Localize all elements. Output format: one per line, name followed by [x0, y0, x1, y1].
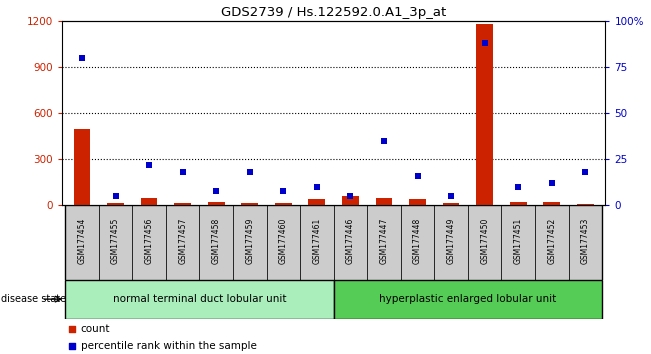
Bar	[309, 199, 326, 205]
Bar	[510, 202, 527, 205]
Bar	[577, 204, 594, 205]
Text: GSM177456: GSM177456	[145, 218, 154, 264]
Point	[144, 162, 154, 168]
Text: count: count	[81, 324, 111, 333]
Bar	[141, 198, 158, 205]
Text: GSM177447: GSM177447	[380, 218, 389, 264]
Bar	[208, 202, 225, 205]
Bar	[166, 205, 199, 280]
Bar	[107, 203, 124, 205]
Bar	[535, 205, 568, 280]
Bar	[199, 205, 233, 280]
Point	[77, 55, 87, 61]
Bar	[65, 280, 333, 319]
Bar	[174, 203, 191, 205]
Point	[412, 173, 422, 179]
Bar	[409, 199, 426, 205]
Point	[580, 169, 590, 175]
Text: GSM177448: GSM177448	[413, 218, 422, 264]
Text: disease state: disease state	[1, 294, 66, 304]
Bar	[376, 198, 393, 205]
Bar	[99, 205, 132, 280]
Bar	[477, 24, 493, 205]
Point	[547, 181, 557, 186]
Bar	[132, 205, 166, 280]
Point	[178, 169, 188, 175]
Bar	[367, 205, 401, 280]
Bar	[333, 205, 367, 280]
Point	[479, 40, 490, 46]
Bar	[65, 205, 99, 280]
Text: GSM177457: GSM177457	[178, 218, 187, 264]
Point	[312, 184, 322, 190]
Bar	[266, 205, 300, 280]
Text: percentile rank within the sample: percentile rank within the sample	[81, 341, 256, 351]
Text: hyperplastic enlarged lobular unit: hyperplastic enlarged lobular unit	[380, 294, 557, 304]
Title: GDS2739 / Hs.122592.0.A1_3p_at: GDS2739 / Hs.122592.0.A1_3p_at	[221, 6, 447, 19]
Bar	[242, 203, 258, 205]
Point	[513, 184, 523, 190]
Bar	[342, 196, 359, 205]
Bar	[468, 205, 501, 280]
Point	[245, 169, 255, 175]
Bar	[74, 129, 90, 205]
Bar	[434, 205, 468, 280]
Point	[379, 138, 389, 144]
Bar	[501, 205, 535, 280]
Point	[66, 326, 77, 331]
Text: GSM177451: GSM177451	[514, 218, 523, 264]
Text: GSM177460: GSM177460	[279, 218, 288, 264]
Text: GSM177455: GSM177455	[111, 218, 120, 264]
Point	[66, 343, 77, 349]
Bar	[300, 205, 333, 280]
Bar	[401, 205, 434, 280]
Point	[278, 188, 288, 193]
Bar	[333, 280, 602, 319]
Bar	[233, 205, 266, 280]
Text: GSM177446: GSM177446	[346, 218, 355, 264]
Point	[446, 193, 456, 199]
Bar	[443, 203, 460, 205]
Point	[211, 188, 221, 193]
Text: GSM177453: GSM177453	[581, 218, 590, 264]
Point	[110, 193, 120, 199]
Text: GSM177459: GSM177459	[245, 218, 255, 264]
Bar	[544, 202, 560, 205]
Text: GSM177454: GSM177454	[77, 218, 87, 264]
Text: GSM177461: GSM177461	[312, 218, 322, 264]
Bar	[568, 205, 602, 280]
Text: GSM177450: GSM177450	[480, 218, 489, 264]
Text: GSM177452: GSM177452	[547, 218, 556, 264]
Text: GSM177458: GSM177458	[212, 218, 221, 264]
Bar	[275, 203, 292, 205]
Point	[345, 193, 355, 199]
Text: GSM177449: GSM177449	[447, 218, 456, 264]
Text: normal terminal duct lobular unit: normal terminal duct lobular unit	[113, 294, 286, 304]
